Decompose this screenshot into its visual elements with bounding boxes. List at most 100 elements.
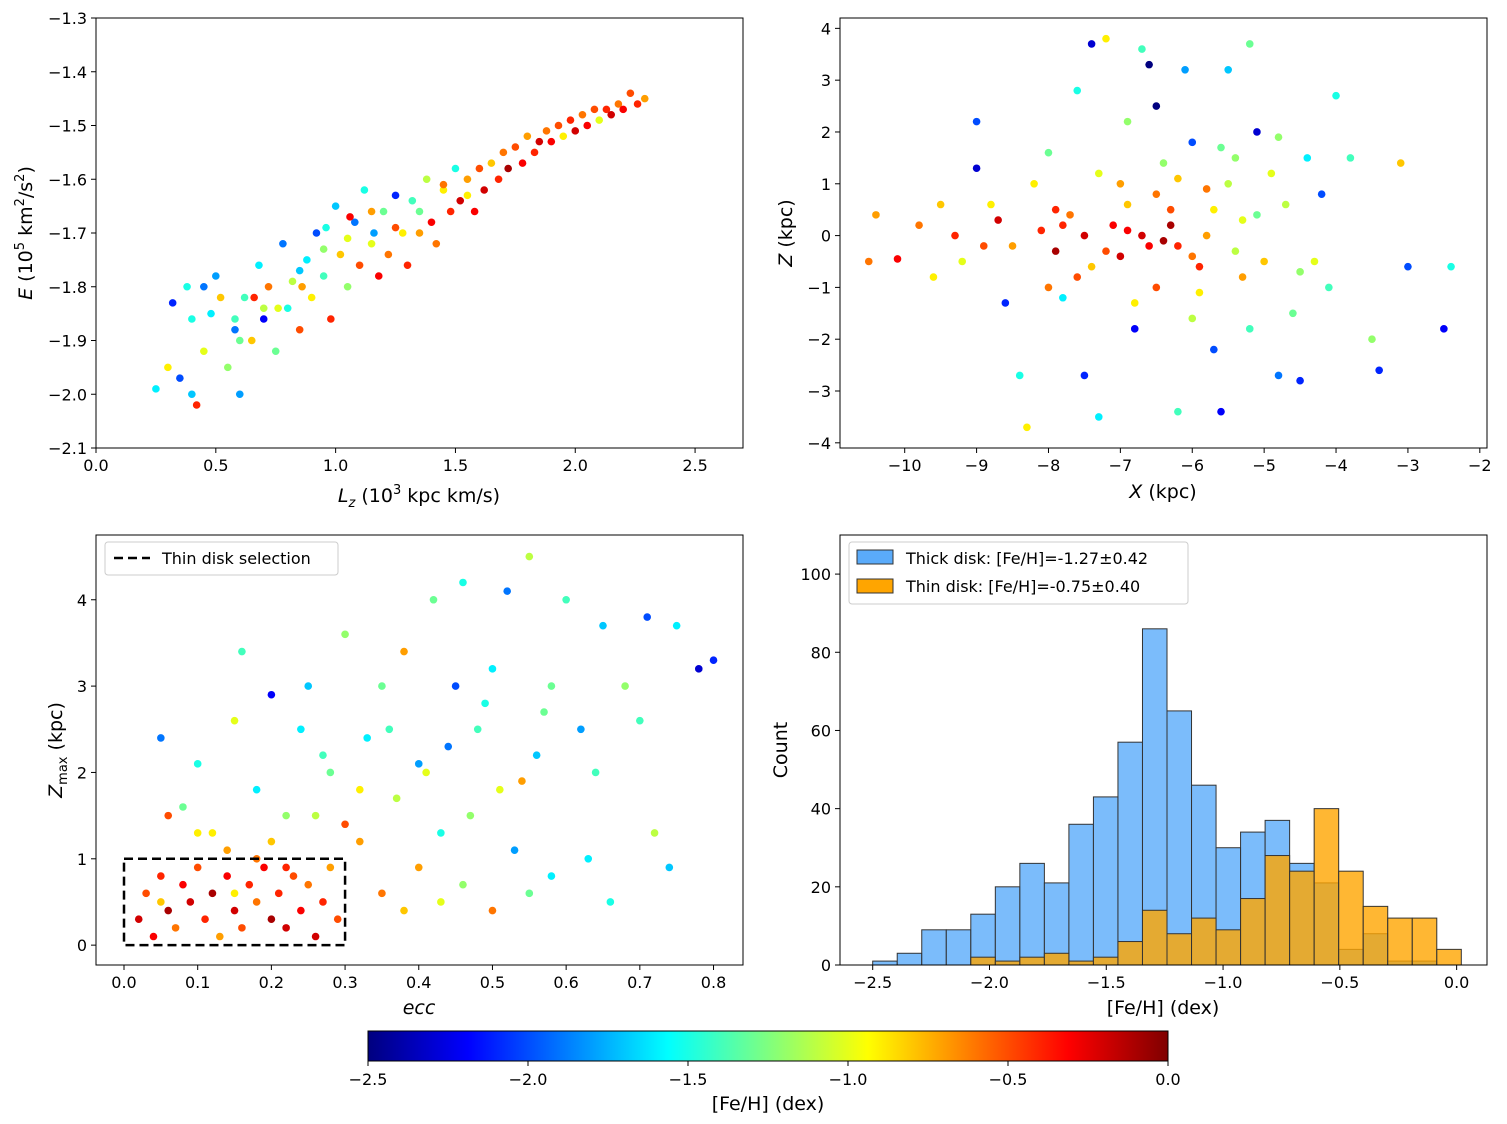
data-point: [391, 223, 400, 232]
data-point: [384, 250, 393, 259]
x-tick-label: −2.0: [970, 973, 1009, 992]
data-point: [1238, 216, 1247, 224]
data-point: [1447, 262, 1455, 271]
data-point: [303, 256, 311, 264]
data-point: [164, 363, 172, 372]
thick-disk-bar: [970, 913, 996, 966]
data-point: [562, 595, 570, 604]
data-point: [164, 906, 173, 915]
data-point: [341, 820, 349, 829]
data-point: [231, 325, 239, 334]
data-point: [439, 180, 448, 189]
data-point: [422, 175, 431, 184]
data-point: [1260, 257, 1268, 266]
thin-disk-bar: [1117, 941, 1143, 966]
thick-disk-bar: [1117, 741, 1143, 966]
data-point: [1296, 268, 1304, 276]
data-point: [475, 164, 484, 173]
data-point: [626, 89, 635, 98]
x-tick-label: −4: [1324, 456, 1348, 475]
data-point: [363, 734, 371, 742]
thick-disk-bar: [1043, 882, 1070, 966]
x-tick-label: 0.5: [203, 456, 228, 475]
data-point: [230, 889, 239, 898]
data-point: [1145, 242, 1153, 250]
y-tick-label: −4: [807, 434, 831, 453]
data-point: [282, 863, 290, 872]
data-point: [259, 315, 268, 323]
data-point: [378, 682, 386, 690]
data-point: [1123, 117, 1132, 126]
data-point: [200, 282, 208, 291]
data-point: [274, 304, 282, 313]
y-tick-label: 0: [821, 227, 831, 246]
data-point: [1174, 174, 1182, 183]
data-point: [408, 196, 417, 205]
zmax-ecc-x-label: ecc: [403, 997, 436, 1019]
feh-histogram-y-ticks: 0 20 40 60 80 100: [800, 565, 840, 975]
colorbar-ticks: −2.5 −2.0 −1.5 −1.0 −0.5 0.0: [349, 1061, 1181, 1089]
data-point: [415, 229, 424, 237]
data-point: [1159, 236, 1168, 245]
colorbar: −2.5 −2.0 −1.5 −1.0 −0.5 0.0 [Fe/H] (dex): [349, 1030, 1181, 1115]
data-point: [599, 621, 607, 630]
data-point: [346, 213, 354, 221]
data-point: [518, 777, 526, 785]
data-point: [1253, 128, 1261, 136]
y-tick-label: 2: [821, 123, 831, 142]
data-point: [152, 385, 160, 393]
y-tick-label: −1.3: [48, 9, 87, 28]
data-point: [488, 906, 497, 915]
data-point: [1080, 231, 1089, 240]
thick-disk-legend-label: Thick disk: [Fe/H]=-1.27±0.42: [905, 549, 1148, 568]
data-point: [367, 239, 376, 248]
data-point: [636, 716, 644, 725]
data-point: [1317, 190, 1326, 198]
data-point: [193, 863, 202, 872]
y-tick-label: 80: [811, 643, 831, 662]
data-point: [1404, 262, 1412, 271]
data-point: [326, 863, 335, 872]
data-point: [149, 932, 158, 941]
data-point: [370, 229, 378, 237]
data-point: [245, 880, 254, 889]
data-point: [1289, 309, 1297, 318]
x-tick-label: 2.5: [682, 456, 707, 475]
data-point: [398, 229, 407, 237]
data-point: [288, 277, 297, 286]
data-point: [1044, 148, 1053, 157]
data-point: [1138, 231, 1146, 240]
data-point: [1059, 221, 1067, 230]
thin-disk-bar: [994, 960, 1021, 966]
data-point: [168, 299, 177, 307]
feh-histogram-panel: −2.5 −2.0 −1.5 −1.0 −0.5 0.0 0 20 40 60 80 100 Thi…: [770, 534, 1488, 1019]
data-point: [1030, 179, 1038, 188]
thin-disk-swatch-icon: [856, 578, 894, 594]
data-point: [183, 282, 191, 291]
y-tick-label: 4: [821, 19, 831, 38]
data-point: [972, 117, 981, 126]
feh-histogram-y-label: Count: [770, 722, 792, 778]
data-point: [1368, 335, 1376, 344]
data-point: [1087, 40, 1096, 48]
data-point: [1008, 242, 1017, 250]
data-point: [1059, 293, 1067, 302]
data-point: [216, 293, 225, 302]
y-tick-label: −2.1: [48, 439, 87, 458]
y-tick-label: 40: [811, 800, 831, 819]
data-point: [480, 186, 489, 194]
data-point: [1159, 159, 1168, 167]
x-tick-label: 0.1: [185, 973, 210, 992]
data-point: [240, 293, 249, 302]
data-point: [1303, 154, 1312, 162]
data-point: [1296, 376, 1304, 385]
thin-disk-bar: [1411, 917, 1438, 966]
data-point: [504, 164, 512, 173]
data-point: [304, 880, 313, 889]
x-tick-label: 0.0: [83, 456, 108, 475]
data-point: [422, 768, 430, 777]
energy-lz-panel: 0.0 0.5 1.0 1.5 2.0 2.5 −2.1−2.0−1.9−1.8−1.7−…: [13, 9, 744, 511]
thin-disk-bar: [1264, 855, 1291, 966]
data-point: [356, 837, 364, 846]
data-point: [1087, 262, 1096, 271]
